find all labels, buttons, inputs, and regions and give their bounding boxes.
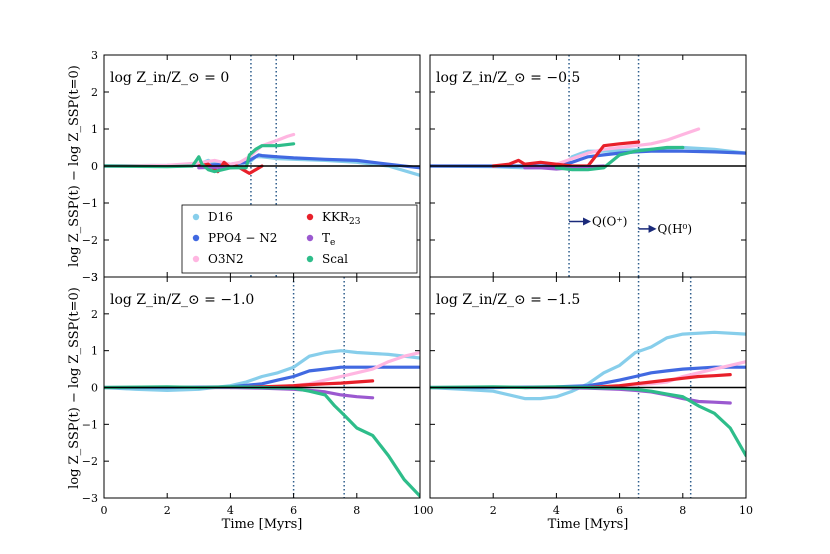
x-tick-label: 8 — [353, 504, 360, 517]
panel-3: 0 2 4 6 8 10 −3 −2 −1 0 1 2 3 log Z_in/Z_⊙ = −1.0 — [82, 271, 427, 517]
legend-label-te: Te — [322, 231, 335, 248]
series-line-kkr23 — [491, 140, 641, 168]
series-line-scal — [554, 145, 685, 172]
legend-label-ppo4-n2: PPO4 − N2 — [208, 231, 277, 245]
x-tick-label: 6 — [616, 504, 623, 517]
x-tick-label: 6 — [290, 504, 297, 517]
x-tick-label: 10 — [739, 504, 753, 517]
x-tick-label: 8 — [679, 504, 686, 517]
x-tick-label: 0 — [101, 504, 108, 517]
y-tick-label: 2 — [91, 308, 98, 321]
legend-label-scal: Scal — [322, 252, 348, 266]
legend-frame — [181, 204, 418, 274]
y-axis-label-bottom: log Z_SSP(t) − log Z_SSP(t=0) — [67, 287, 82, 489]
legend-marker-te — [306, 234, 314, 242]
y-tick-label: 3 — [91, 49, 98, 62]
x-axis-label-left: Time [Myrs] — [222, 517, 303, 532]
panel-title: log Z_in/Z_⊙ = −0.5 — [436, 70, 580, 86]
series-group — [104, 132, 420, 177]
series-line-o3n2 — [554, 127, 701, 166]
arrow-head — [648, 224, 657, 233]
y-tick-label: 0 — [91, 160, 98, 173]
legend: D16 KKR23 PPO4 − N2 Te O3N2 Scal — [181, 204, 418, 274]
y-tick-label: −2 — [82, 234, 98, 247]
panel-4: 0 2 4 6 8 10 log Z_in/Z_⊙ = −1.5 — [427, 276, 753, 517]
panel-title: log Z_in/Z_⊙ = 0 — [110, 70, 229, 86]
panel-title: log Z_in/Z_⊙ = −1.0 — [110, 292, 254, 308]
series-line-o3n2 — [617, 360, 746, 388]
arrow-head — [583, 217, 592, 226]
legend-marker-scal — [306, 255, 314, 263]
y-axis-label-top: log Z_SSP(t) − log Z_SSP(t=0) — [67, 65, 82, 267]
legend-marker-kkr23 — [306, 213, 314, 221]
legend-label-d16: D16 — [208, 210, 233, 224]
y-tick-label: 0 — [91, 382, 98, 395]
panel-title: log Z_in/Z_⊙ = −1.5 — [436, 292, 580, 308]
series-group — [430, 330, 746, 458]
series-line-d16 — [430, 330, 746, 401]
y-tick-label: −3 — [82, 492, 98, 505]
legend-marker-ppo4-n2 — [192, 234, 200, 242]
y-tick-label: 1 — [91, 123, 98, 136]
panel-2: log Z_in/Z_⊙ = −0.5 Q(O⁺) Q(H⁰) — [429, 54, 747, 278]
legend-marker-o3n2 — [192, 255, 200, 263]
series-line-scal — [430, 385, 746, 458]
series-line-kkr23 — [586, 373, 732, 390]
y-tick-label: −1 — [82, 418, 98, 431]
y-tick-label: 1 — [91, 345, 98, 358]
y-tick-label: 2 — [91, 86, 98, 99]
x-tick-label: 2 — [164, 504, 171, 517]
y-tick-label: 3 — [91, 271, 98, 284]
y-tick-label: −1 — [82, 197, 98, 210]
x-tick-label: 4 — [553, 504, 560, 517]
x-tick-label: 2 — [490, 504, 497, 517]
series-group — [430, 127, 746, 172]
x-axis-label-right: Time [Myrs] — [548, 517, 629, 532]
series-line-scal — [104, 142, 296, 174]
series-line-scal — [104, 385, 420, 498]
y-tick-label: −2 — [82, 455, 98, 468]
series-line-d16 — [104, 349, 420, 392]
legend-marker-d16 — [192, 213, 200, 221]
x-tick-label: 4 — [227, 504, 234, 517]
x-tick-label: 0 — [427, 504, 434, 517]
y-tick-label: −3 — [82, 271, 98, 284]
annotation-q-h: Q(H⁰) — [658, 222, 692, 236]
legend-label-o3n2: O3N2 — [208, 252, 244, 266]
annotation-q-o: Q(O⁺) — [592, 215, 627, 229]
series-group — [104, 349, 420, 498]
legend-label-kkr23: KKR23 — [322, 210, 361, 227]
series-line-o3n2 — [104, 132, 296, 168]
x-tick-label: 10 — [413, 504, 427, 517]
